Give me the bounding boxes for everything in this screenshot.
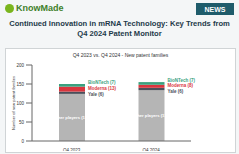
svg-text:Yale (6): Yale (6) — [88, 92, 104, 97]
svg-text:Q4 2023: Q4 2023 — [63, 148, 81, 151]
svg-text:200: 200 — [16, 63, 24, 68]
svg-text:Yale (6): Yale (6) — [168, 89, 184, 94]
svg-text:Moderna (8): Moderna (8) — [168, 83, 194, 88]
html-text:Continued Innovation in mRNA T: Continued Innovation in mRNA Technology:… — [9, 19, 230, 38]
svg-text:BioNTech (7): BioNTech (7) — [168, 78, 196, 83]
svg-text:BioNTech (7): BioNTech (7) — [88, 80, 116, 85]
svg-text:0: 0 — [21, 139, 24, 144]
svg-text:Other players (124): Other players (124) — [53, 115, 92, 120]
html-text:Q4 2023 vs. Q4 2024 - New pate: Q4 2023 vs. Q4 2024 - New patent familie… — [72, 52, 169, 58]
svg-text:100: 100 — [16, 101, 24, 106]
svg-text:150: 150 — [16, 82, 24, 87]
svg-text:50: 50 — [19, 120, 25, 125]
svg-text:Number of new patent families: Number of new patent families — [11, 76, 16, 130]
html-text:KnowMade: KnowMade — [16, 3, 64, 13]
svg-text:Q4 2024: Q4 2024 — [143, 148, 161, 151]
html-text:NEWS: NEWS — [204, 5, 226, 13]
svg-text:Other players (134): Other players (134) — [133, 113, 172, 118]
svg-text:Moderna (13): Moderna (13) — [88, 86, 117, 91]
